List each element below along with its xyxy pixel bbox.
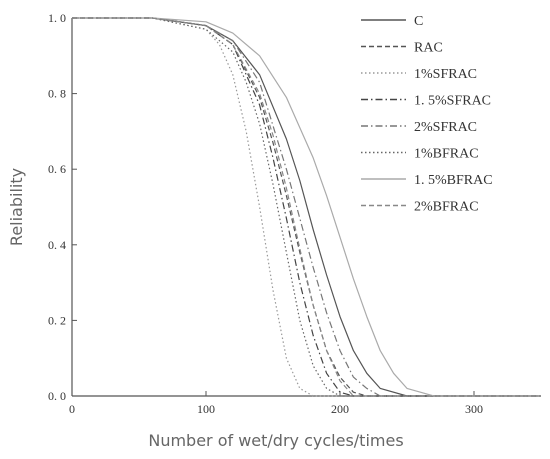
- axes: 0 100 200 300 0. 0 0. 2 0. 4 0. 6 0. 8 1. 0: [48, 11, 541, 416]
- series-line-2: [72, 17, 541, 397]
- x-tick-label: 200: [331, 402, 349, 416]
- x-tick-label: 100: [197, 402, 215, 416]
- legend-label: 1. 5%BFRAC: [414, 173, 493, 188]
- x-tick-label: 0: [69, 402, 75, 416]
- x-axis-title: Number of wet/dry cycles/times: [148, 431, 403, 450]
- y-tick-label: 0. 4: [48, 238, 66, 252]
- legend-label: 2%BFRAC: [414, 200, 479, 215]
- legend-label: 1. 5%SFRAC: [414, 94, 491, 109]
- y-tick-label: 0. 0: [48, 389, 66, 403]
- legend-label: 2%SFRAC: [414, 120, 477, 135]
- series-lines: [72, 17, 541, 397]
- series-line-5: [72, 17, 541, 397]
- legend-label: C: [414, 14, 423, 29]
- legend-label: 1%SFRAC: [414, 67, 477, 82]
- legend-label: RAC: [414, 41, 443, 56]
- series-line-6: [72, 17, 541, 397]
- series-line-0: [72, 17, 541, 397]
- y-tick-label: 0. 6: [48, 162, 66, 176]
- y-tick-label: 1. 0: [48, 11, 66, 25]
- series-line-4: [72, 17, 541, 397]
- series-line-7: [72, 17, 541, 397]
- y-tick-label: 0. 8: [48, 87, 66, 101]
- x-tick-label: 300: [465, 402, 483, 416]
- y-axis-title: Reliability: [7, 168, 26, 246]
- legend-label: 1%BFRAC: [414, 147, 479, 162]
- y-tick-label: 0. 2: [48, 313, 66, 327]
- legend: C RAC 1%SFRAC 1. 5%SFRAC 2%SFRAC 1%BFRAC 1. 5%…: [361, 14, 493, 215]
